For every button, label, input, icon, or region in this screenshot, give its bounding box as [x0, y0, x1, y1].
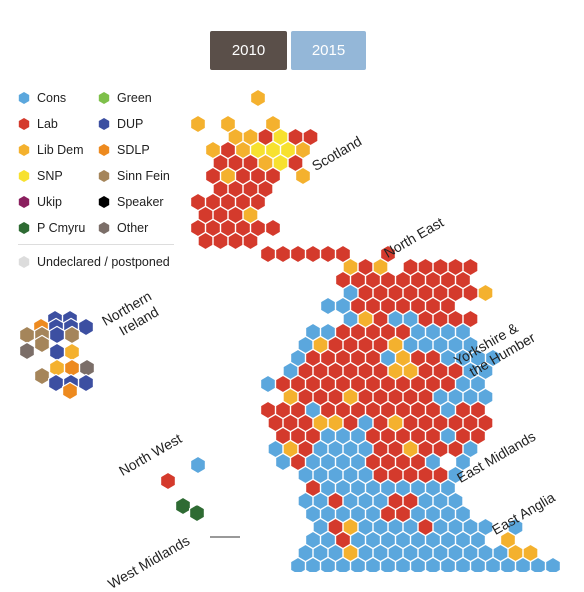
constituency-hex[interactable]	[190, 455, 206, 475]
year-2010-button[interactable]: 2010	[210, 31, 287, 70]
legend-label: DUP	[117, 117, 144, 131]
constituency-hex[interactable]	[19, 341, 36, 361]
constituency-hex[interactable]	[77, 373, 95, 393]
constituency-hex[interactable]	[295, 166, 311, 186]
legend-label: Lib Dem	[37, 143, 84, 157]
legend-label: Cons	[37, 91, 67, 105]
constituency-hex[interactable]	[320, 244, 336, 264]
legend-label: Undeclared / postponed	[37, 255, 170, 269]
constituency-hex[interactable]	[544, 556, 562, 572]
lab-swatch-icon	[18, 118, 30, 130]
constituency-hex[interactable]	[63, 325, 81, 345]
constituency-hex[interactable]	[160, 471, 176, 491]
constituency-hex[interactable]	[320, 296, 336, 316]
undeclared-swatch-icon	[18, 256, 30, 268]
constituency-hex[interactable]	[33, 334, 51, 354]
legend-item-dup: DUP	[98, 116, 143, 132]
constituency-hex[interactable]	[265, 218, 281, 238]
constituency-hex[interactable]	[462, 283, 479, 303]
legend-item-undeclared: Undeclared / postponed	[18, 254, 170, 270]
pcymru-swatch-icon	[18, 222, 30, 234]
legend-item-sdlp: SDLP	[98, 142, 150, 158]
cons-swatch-icon	[18, 92, 30, 104]
constituency-hex[interactable]	[48, 358, 66, 378]
constituency-hex[interactable]	[47, 373, 65, 393]
legend-label: Speaker	[117, 195, 164, 209]
legend-item-other: Other	[98, 220, 148, 236]
libdem-swatch-icon	[18, 144, 30, 156]
constituency-hex[interactable]	[242, 231, 259, 251]
legend-label: SNP	[37, 169, 63, 183]
constituency-hex[interactable]	[19, 325, 36, 345]
sinnfein-swatch-icon	[98, 170, 110, 182]
legend-item-cons: Cons	[18, 90, 66, 106]
legend-item-sinnfein: Sinn Fein	[98, 168, 170, 184]
constituency-hex[interactable]	[189, 503, 205, 523]
legend-label: Green	[117, 91, 152, 105]
legend-label: SDLP	[117, 143, 150, 157]
legend-item-pcymru: P Cmyru	[18, 220, 85, 236]
legend-label: Lab	[37, 117, 58, 131]
legend-label: P Cmyru	[37, 221, 86, 235]
constituency-hex[interactable]	[260, 244, 276, 264]
sdlp-swatch-icon	[98, 144, 110, 156]
legend-item-snp: SNP	[18, 168, 63, 184]
green-swatch-icon	[98, 92, 110, 104]
constituency-hex[interactable]	[212, 231, 229, 251]
constituency-hex[interactable]	[63, 342, 81, 362]
ukip-swatch-icon	[18, 196, 30, 208]
legend-divider	[18, 244, 174, 245]
legend-label: Sinn Fein	[117, 169, 170, 183]
constituency-hex[interactable]	[250, 88, 266, 108]
constituency-hex[interactable]	[477, 283, 494, 303]
constituency-hex[interactable]	[61, 381, 79, 401]
year-2015-button[interactable]: 2015	[291, 31, 366, 70]
constituency-hex[interactable]	[33, 366, 51, 386]
constituency-hex[interactable]	[48, 325, 66, 345]
constituency-hex[interactable]	[48, 342, 66, 362]
constituency-hex[interactable]	[275, 244, 291, 264]
other-swatch-icon	[98, 222, 110, 234]
legend-item-speaker: Speaker	[98, 194, 164, 210]
legend-label: Other	[117, 221, 149, 235]
constituency-hex[interactable]	[227, 231, 244, 251]
dup-swatch-icon	[98, 118, 110, 130]
snp-swatch-icon	[18, 170, 30, 182]
constituency-hex[interactable]	[190, 114, 206, 134]
constituency-hex[interactable]	[77, 317, 95, 337]
speaker-swatch-icon	[98, 196, 110, 208]
constituency-hex[interactable]	[290, 244, 306, 264]
constituency-hex[interactable]	[305, 244, 321, 264]
constituency-hex[interactable]	[78, 358, 96, 378]
constituency-hex[interactable]	[197, 231, 214, 251]
constituency-hex[interactable]	[275, 452, 291, 472]
constituency-hex[interactable]	[63, 358, 81, 378]
legend-label: Ukip	[37, 195, 63, 209]
constituency-hex[interactable]	[175, 496, 191, 516]
hex-map	[19, 88, 562, 572]
legend-item-ukip: Ukip	[18, 194, 62, 210]
constituency-hex[interactable]	[260, 374, 276, 394]
legend-item-libdem: Lib Dem	[18, 142, 84, 158]
legend-item-green: Green	[98, 90, 152, 106]
legend-item-lab: Lab	[18, 116, 58, 132]
